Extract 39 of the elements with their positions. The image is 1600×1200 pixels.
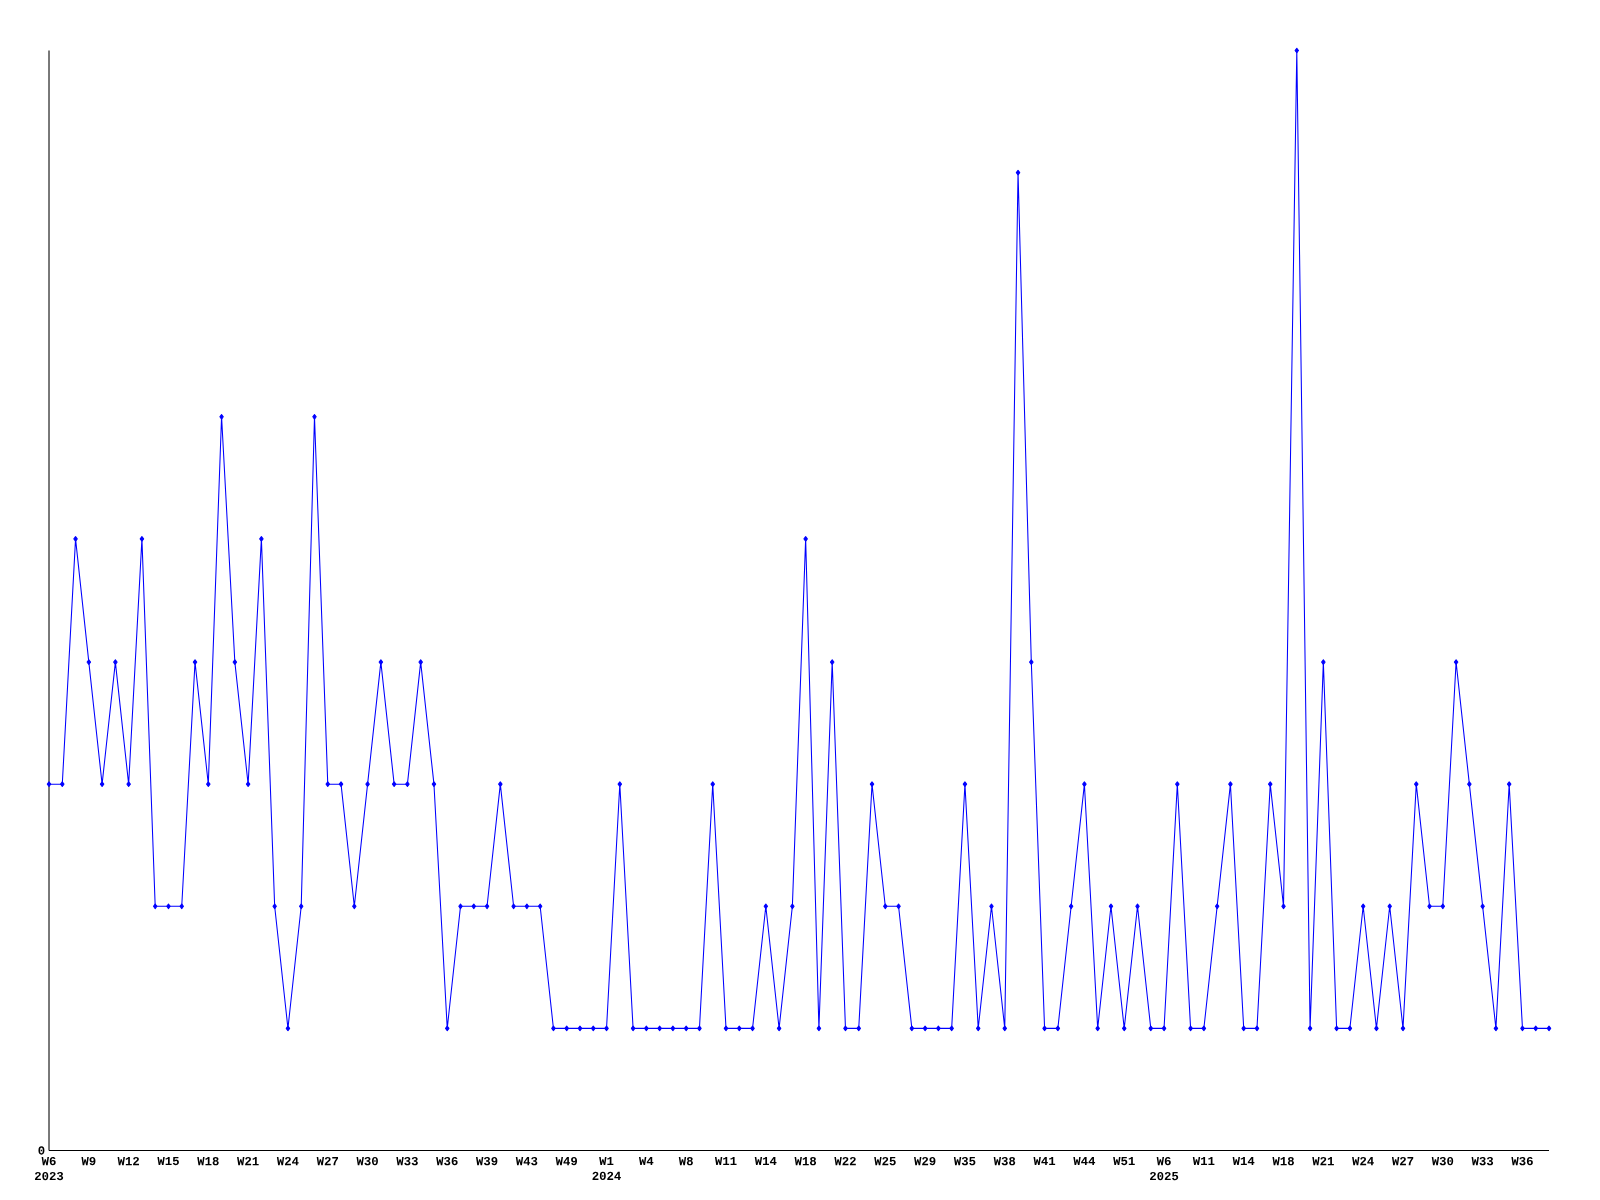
x-tick-label: W30 [356,1156,378,1166]
x-tick-label: W24 [1352,1156,1374,1166]
x-tick-label: W14 [1232,1156,1255,1166]
x-tick-label: W24 [276,1156,299,1166]
x-tick-label: W51 [1113,1156,1135,1166]
x-tick-label: W49 [555,1156,578,1166]
x-tick-label: W6 2023 [34,1156,64,1181]
x-tick-label: W4 [638,1156,654,1166]
x-tick-label: W12 [117,1156,140,1166]
x-tick-label: W1 2024 [592,1156,621,1181]
x-tick-label: W21 [237,1156,259,1166]
x-tick-label: W29 [914,1156,936,1166]
x-tick-label: W22 [834,1156,856,1166]
x-tick-label: W11 [714,1156,737,1166]
x-tick-label: W38 [993,1156,1016,1166]
x-tick-label: W21 [1312,1156,1334,1166]
x-tick-label: W6 2025 [1150,1156,1179,1181]
x-tick-label: W44 [1073,1156,1096,1166]
x-tick-label: W41 [1033,1156,1056,1166]
x-tick-label: W30 [1431,1156,1454,1166]
x-tick-label: W35 [953,1156,976,1166]
x-tick-label: W33 [396,1156,418,1166]
x-tick-label: W9 [81,1156,96,1166]
x-tick-label: W33 [1471,1156,1494,1166]
text: 0 [38,1146,45,1155]
x-tick-label: W8 [678,1156,693,1166]
x-tick-label: W18 [197,1156,219,1166]
x-tick-label: W36 [1511,1156,1533,1166]
x-tick-label: W39 [475,1156,498,1166]
x-tick-label: W18 [1272,1156,1294,1166]
x-tick-label: W25 [874,1156,896,1166]
x-tick-label: W14 [754,1156,777,1166]
x-tick-label: W36 [436,1156,458,1166]
x-tick-label: W15 [157,1156,179,1166]
x-tick-label: W43 [515,1156,538,1166]
x-tick-label: W27 [1391,1156,1414,1166]
x-tick-label: W11 [1192,1156,1215,1166]
x-tick-label: W18 [794,1156,817,1166]
x-tick-label: W27 [316,1156,339,1166]
